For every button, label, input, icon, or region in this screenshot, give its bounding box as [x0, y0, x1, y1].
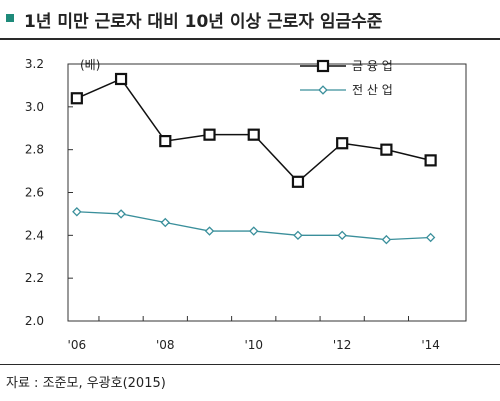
data-point-diamond: [204, 226, 215, 236]
x-tick-label: '08: [156, 338, 175, 352]
square-bullet-icon: [6, 14, 14, 22]
x-tick-label: '12: [333, 338, 352, 352]
x-tick-label: '14: [421, 338, 440, 352]
data-point-square: [336, 137, 349, 150]
data-point-square: [114, 72, 128, 86]
data-point-diamond: [116, 209, 126, 219]
title-divider: [0, 38, 500, 40]
y-tick-label: 3.2: [25, 57, 44, 71]
y-tick-label: 2.8: [25, 143, 44, 157]
data-point-square: [159, 134, 172, 148]
data-point-square: [203, 128, 216, 141]
legend-diamond-icon: [318, 85, 328, 95]
data-point-diamond: [249, 226, 259, 236]
data-point-diamond: [72, 207, 82, 217]
data-point-diamond: [337, 230, 347, 241]
data-point-square: [424, 154, 437, 167]
y-axis-unit: (배): [80, 58, 100, 72]
line-chart: 3.2 3.0 2.8 2.6 2.4 2.2 2.0 (배) '06 '08 '10 '12 '14 금…: [25, 57, 467, 352]
chart-title: 1년 미만 근로자 대비 10년 이상 근로자 임금수준: [24, 12, 383, 32]
data-point-square: [380, 143, 393, 156]
data-point-diamond: [381, 234, 392, 245]
y-tick-label: 2.4: [25, 228, 44, 242]
y-tick-label: 3.0: [25, 100, 44, 114]
legend-label: 금 융 업: [352, 59, 393, 73]
footer-divider: [0, 364, 500, 365]
legend-label: 전 산 업: [352, 83, 393, 97]
data-point-diamond: [425, 232, 436, 243]
data-point-square: [247, 128, 260, 141]
legend-square-icon: [316, 59, 330, 73]
y-tick-label: 2.6: [25, 186, 44, 200]
x-tick-label: '06: [68, 338, 87, 352]
title-bar: 1년 미만 근로자 대비 10년 이상 근로자 임금수준: [0, 0, 500, 36]
data-point-diamond: [160, 217, 171, 228]
y-tick-label: 2.2: [25, 271, 44, 285]
plot-frame: [67, 63, 467, 322]
y-tick-label: 2.0: [25, 314, 44, 328]
data-point-square: [70, 92, 83, 105]
data-point-diamond: [293, 230, 303, 241]
data-point-square: [291, 175, 305, 188]
x-tick-label: '10: [244, 338, 263, 352]
source-note: 자료 : 조준모, 우광호(2015): [6, 376, 166, 391]
